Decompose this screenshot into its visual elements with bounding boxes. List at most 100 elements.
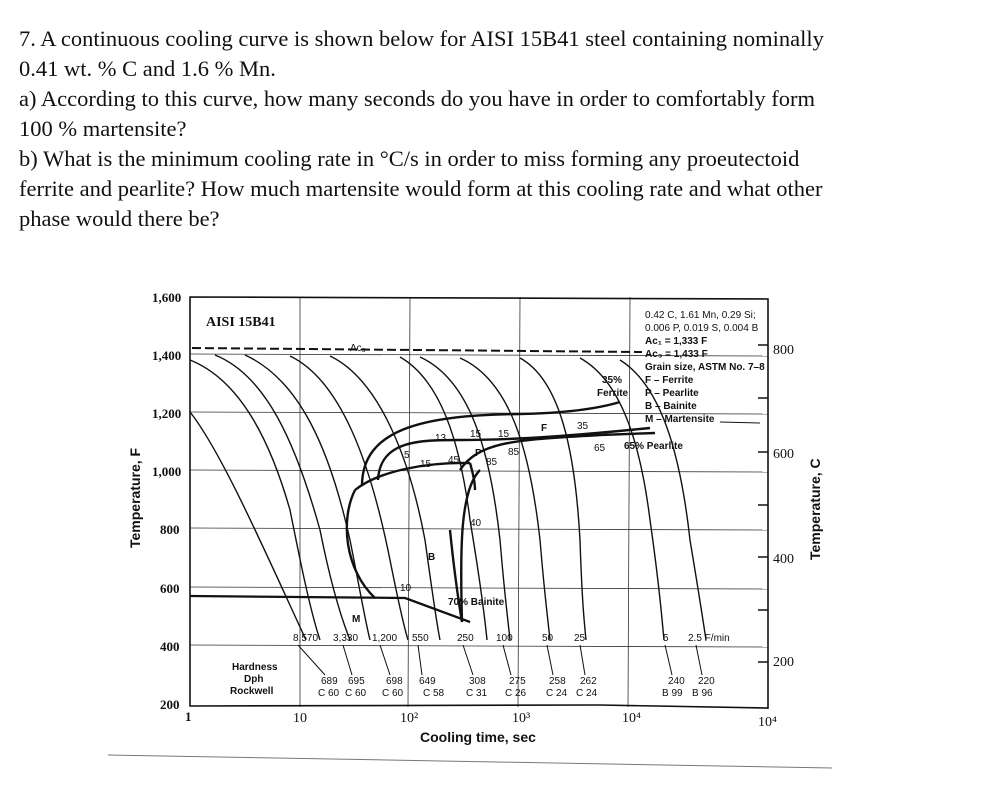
- question-line: b) What is the minimum cooling rate in °…: [19, 146, 800, 171]
- transformation-boundaries: [345, 400, 656, 623]
- rockwell-value: C 31: [466, 688, 488, 699]
- composition-2: 0.006 P, 0.019 S, 0.004 B: [645, 323, 759, 334]
- legend-ferrite: F – Ferrite: [645, 375, 694, 386]
- question-line: ferrite and pearlite? How much martensit…: [19, 176, 823, 201]
- right-axis-ticks: [758, 344, 768, 663]
- rockwell-value: C 24: [576, 688, 598, 699]
- y-axis-title-right: Temperature, C: [807, 458, 823, 560]
- ac3-label: Ac₃: [350, 343, 366, 354]
- bainite-70-label: 70% Bainite: [448, 597, 505, 608]
- dph-value: 698: [386, 676, 403, 687]
- xtick: 10²: [400, 711, 418, 726]
- pearlite-65-label: 65% Pearlite: [624, 441, 683, 452]
- pct-label: 15: [470, 429, 482, 440]
- dph-value: 308: [469, 676, 486, 687]
- rockwell-value: C 60: [382, 688, 404, 699]
- rockwell-value: C 60: [318, 688, 340, 699]
- xtick: 10⁴: [758, 715, 777, 730]
- rate-label: 3,330: [333, 633, 358, 644]
- xtick: 10: [293, 711, 307, 726]
- rockwell-value: C 58: [423, 688, 445, 699]
- question-line: phase would there be?: [19, 206, 220, 231]
- dph-value: 240: [668, 676, 685, 687]
- rockwell-value: C 26: [505, 688, 527, 699]
- rate-label: 2.5 F/min: [688, 633, 730, 644]
- y-axis-title-left: Temperature, F: [127, 447, 143, 548]
- ms-line: [189, 594, 471, 624]
- pct-label: 15: [498, 429, 510, 440]
- rate-label: 100: [496, 633, 513, 644]
- hardness-rockwell-header: Rockwell: [230, 686, 274, 697]
- grain-note: Grain size, ASTM No. 7–8: [645, 362, 765, 373]
- legend-martensite: M – Martensite: [645, 414, 715, 425]
- hardness-dph-header: Dph: [244, 674, 263, 685]
- dph-value: 275: [509, 676, 526, 687]
- ytick-right: 400: [773, 552, 794, 567]
- region-martensite: M: [352, 614, 360, 625]
- pct-label: 5: [404, 450, 410, 461]
- rate-label: 1,200: [372, 633, 397, 644]
- ac3-note: Ac₃ = 1,433 F: [645, 349, 708, 360]
- region-pearlite: P: [475, 448, 482, 459]
- pct-label: 85: [508, 447, 520, 458]
- region-bainite: B: [428, 552, 435, 563]
- dph-value: 258: [549, 676, 566, 687]
- dph-value: 649: [419, 676, 436, 687]
- ytick-left: 600: [160, 581, 180, 596]
- xtick: 10⁴: [622, 711, 641, 726]
- legend-pearlite: P – Pearlite: [645, 388, 699, 399]
- cooling-curves: [189, 354, 707, 641]
- pct-label: 85: [486, 457, 498, 468]
- xtick: 10³: [512, 711, 530, 726]
- dph-value: 695: [348, 676, 365, 687]
- rockwell-value: B 99: [662, 688, 683, 699]
- ytick-left: 200: [160, 697, 180, 712]
- chart-title: AISI 15B41: [206, 315, 276, 330]
- rate-label: 250: [457, 633, 474, 644]
- region-ferrite: F: [541, 423, 547, 434]
- question-line: 100 % martensite?: [19, 116, 187, 141]
- ac1-note: Ac₁ = 1,333 F: [645, 336, 707, 347]
- ytick-right: 200: [773, 655, 794, 670]
- hardness-header: Hardness: [232, 662, 278, 673]
- pct-label: 10: [400, 583, 412, 594]
- rockwell-value: C 24: [546, 688, 568, 699]
- ytick-left: 1,200: [152, 406, 181, 421]
- rate-label: 25: [574, 633, 586, 644]
- xtick: 1: [185, 709, 192, 724]
- ac3-line: [191, 347, 643, 353]
- plot-frame: [189, 296, 769, 709]
- composition-1: 0.42 C, 1.61 Mn, 0.29 Si;: [645, 310, 756, 321]
- rockwell-value: C 60: [345, 688, 367, 699]
- pct-label: 35: [577, 421, 589, 432]
- dph-value: 689: [321, 676, 338, 687]
- ytick-left: 400: [160, 639, 180, 654]
- dph-value: 262: [580, 676, 597, 687]
- pct-label: 13: [435, 433, 447, 444]
- legend-bainite: B – Bainite: [645, 401, 697, 412]
- ytick-left: 1,400: [152, 348, 181, 363]
- ytick-right: 600: [773, 447, 794, 462]
- dph-value: 220: [698, 676, 715, 687]
- question-line: 7. A continuous cooling curve is shown b…: [19, 26, 824, 51]
- ferrite-35-label: Ferrite: [597, 388, 629, 399]
- ytick-right: 800: [773, 343, 794, 358]
- question-line: 0.41 wt. % C and 1.6 % Mn.: [19, 56, 276, 81]
- rate-label: 8,570: [293, 633, 318, 644]
- ferrite-35-pct: 35%: [602, 375, 622, 386]
- divider: [107, 754, 833, 769]
- x-axis-title: Cooling time, sec: [420, 729, 536, 745]
- leader-lines: [297, 644, 703, 676]
- question-line: a) According to this curve, how many sec…: [19, 86, 816, 111]
- ytick-left: 800: [160, 522, 180, 537]
- pct-label: 65: [594, 443, 606, 454]
- ytick-left: 1,600: [152, 290, 181, 305]
- pct-label: 45: [448, 455, 460, 466]
- rate-label: 5: [663, 633, 669, 644]
- rockwell-value: B 96: [692, 688, 713, 699]
- rate-label: 50: [542, 633, 554, 644]
- rate-label: 550: [412, 633, 429, 644]
- pct-label: 40: [470, 518, 482, 529]
- ytick-left: 1,000: [152, 464, 181, 479]
